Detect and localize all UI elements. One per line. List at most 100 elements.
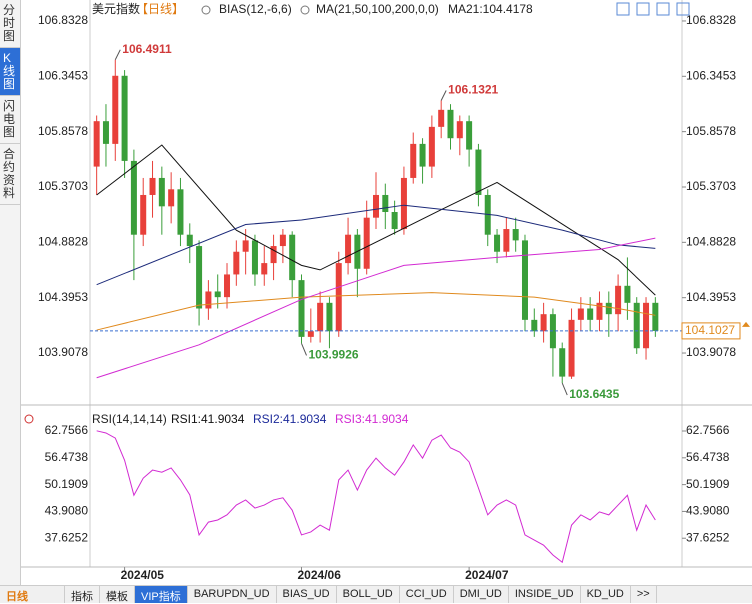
rsi-readout: RSI1:41.9034 [171,412,245,426]
candle-body [531,319,538,332]
annotation: 103.6435 [569,387,619,401]
candle-body [568,319,575,377]
rsi-readout: RSI3:41.9034 [335,412,409,426]
y-tick-label: 103.9078 [686,345,736,359]
indicator-tab[interactable]: DMI_UD [454,586,509,603]
candle-body [289,234,296,281]
candle-body [205,291,212,309]
annotation: 106.4911 [122,42,172,56]
y-tick-label: 37.6252 [686,530,730,544]
rsi-title: RSI(14,14,14) [92,412,167,426]
y-tick-label: 106.3453 [38,68,88,82]
ma-line [96,292,656,331]
last-price-box [681,322,741,340]
candle-body [466,121,473,150]
y-tick-label: 104.8828 [38,235,88,249]
candle-body [121,75,128,161]
y-tick-label: 106.3453 [686,68,736,82]
x-tick-label: 2024/07 [465,568,509,582]
candle-body [140,194,147,235]
candle-body [419,143,426,167]
period-selector[interactable]: 日线 [0,586,65,603]
candle-body [112,75,119,144]
last-price-label: 104.1027 [685,323,735,337]
candle-body [494,234,501,252]
candle-body [93,121,100,167]
indicator-tab[interactable]: >> [631,586,657,603]
indicator: BIAS(12,-6,6) [219,2,292,16]
indicator-tab[interactable]: INSIDE_UD [509,586,581,603]
y-tick-label: 43.9080 [45,504,89,518]
candle-body [475,149,482,195]
indicator-tab[interactable]: BOLL_UD [337,586,400,603]
settings-icon[interactable] [300,5,310,15]
candle-body [540,314,547,332]
grid-button[interactable] [636,2,650,16]
ma-line [96,237,656,379]
candle-body [261,263,268,275]
candle-body [577,308,584,320]
y-tick-label: 105.3703 [686,179,736,193]
maximize-button[interactable] [676,2,690,16]
candle-body [521,240,528,320]
candle-body [587,308,594,320]
candle-body [596,302,603,320]
candle-body [605,302,612,315]
indicator-tab[interactable]: VIP指标 [135,586,188,603]
candle-body [158,177,165,207]
candle-body [363,217,370,269]
annotation-pointer [440,90,447,101]
indicator-tab[interactable]: 模板 [100,586,135,603]
y-tick-label: 62.7566 [45,423,89,437]
y-tick-label: 62.7566 [686,423,730,437]
y-tick-label: 104.3953 [38,290,88,304]
indicator-tab[interactable]: 指标 [65,586,100,603]
candle-body [251,240,258,275]
rsi-line [96,430,656,564]
side-tab[interactable]: 合约资料 [0,144,20,205]
candle-body [168,189,175,207]
indicator-tab[interactable]: CCI_UD [400,586,454,603]
candle-body [373,194,379,218]
zoom-button[interactable] [616,2,630,16]
side-tab[interactable]: 闪电图 [0,96,20,144]
candle-body [196,246,203,309]
candle-body [633,302,640,349]
candle-body [512,229,519,241]
candle-body [624,285,631,303]
indicator-tab[interactable]: BIAS_UD [277,586,337,603]
candle-body [224,274,231,298]
ma-readout: MA21:104.4178 [448,2,533,16]
annotation: 106.1321 [448,83,498,97]
candle-body [400,177,407,230]
candle-body [615,285,622,315]
footer: 日线 指标 模板 VIP指标 BARUPDN_UD BIAS_UD BOLL_UD CCI_U… [0,585,752,603]
y-tick-label: 104.3953 [686,290,736,304]
candle-body [335,263,342,332]
settings-icon[interactable] [201,5,211,15]
x-tick-label: 2024/06 [298,568,342,582]
candle-body [652,302,659,331]
candle-body [233,251,240,275]
indicator-tab[interactable]: KD_UD [581,586,631,603]
annotation-pointer [561,382,568,396]
last-price-arrow [742,321,750,327]
candle-body [102,121,109,144]
candle-body [214,291,221,298]
indicator: MA(21,50,100,200,0,0) [316,2,439,16]
indicator-icon[interactable] [24,414,34,424]
side-tab[interactable]: K线图 [0,48,20,96]
side-tab[interactable]: 分时图 [0,0,20,48]
y-tick-label: 105.8578 [686,124,736,138]
sidebar: 分时图 K线图 闪电图 合约资料 [0,0,21,585]
candle-body [149,177,156,195]
y-tick-label: 50.1909 [45,477,89,491]
indicator-tab[interactable]: BARUPDN_UD [188,586,277,603]
move-button[interactable] [656,2,670,16]
candle-body [391,212,398,230]
y-tick-label: 103.9078 [38,345,88,359]
candle-body [242,240,249,252]
background [21,0,752,585]
chart: 美元指数 【日线】 BIAS(12,-6,6) MA(21,50,100,200… [21,0,752,585]
candle-body [177,189,184,235]
